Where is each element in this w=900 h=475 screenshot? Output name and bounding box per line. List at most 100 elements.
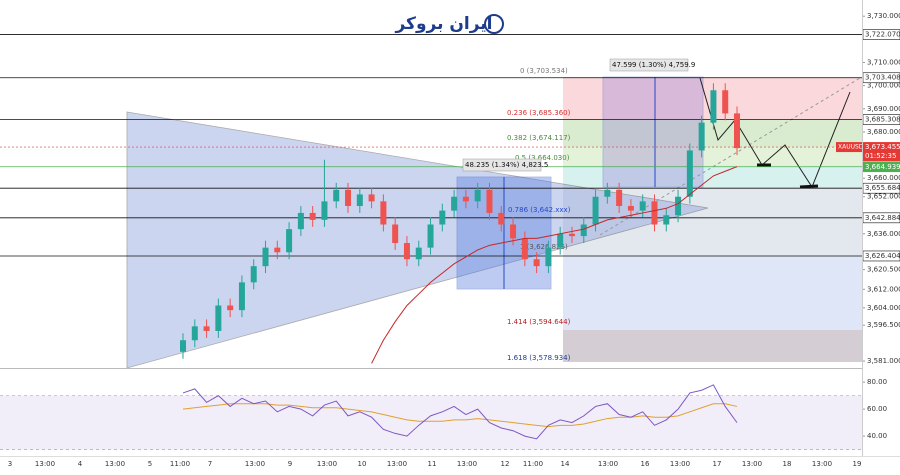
x-tick-label: 9 <box>288 460 292 468</box>
candle-body <box>262 247 269 267</box>
candle-body <box>380 201 387 225</box>
x-tick-label: 11:00 <box>170 460 190 468</box>
candle-body <box>403 243 410 260</box>
candle-body <box>710 90 717 123</box>
candle-body <box>510 224 517 239</box>
fib-label: 0.786 (3,642.xxx) <box>508 206 571 214</box>
level-label: 3,685.308 <box>865 116 900 124</box>
x-tick-label: 11 <box>428 460 437 468</box>
price-axis-border <box>862 0 863 456</box>
candle-body <box>580 224 587 237</box>
fib-zone <box>563 147 862 165</box>
candle-body <box>521 238 528 260</box>
rsi-tick-label: 60.00 <box>867 405 887 413</box>
candle-body <box>604 189 611 197</box>
x-tick-label: 13:00 <box>35 460 55 468</box>
pane-separator <box>0 368 862 369</box>
fib-label: 1.414 (3,594.644) <box>507 318 571 326</box>
measure-box <box>602 76 704 188</box>
y-tick-label: 3,581.000 <box>867 357 900 365</box>
candle-body <box>486 189 493 213</box>
y-tick-label: 3,652.000 <box>867 193 900 201</box>
x-tick-label: 19 <box>853 460 862 468</box>
fib-label: 1 (3,626.825) <box>520 243 568 251</box>
fib-label: 1.618 (3,578.934) <box>507 354 571 362</box>
logo: ایران بروکر <box>394 14 504 34</box>
fib-zone <box>563 330 862 362</box>
level-label: 3,655.684 <box>865 184 900 192</box>
candle-body <box>439 210 446 225</box>
candle-body <box>722 90 729 114</box>
candle-body <box>616 189 623 206</box>
x-tick-label: 17 <box>713 460 722 468</box>
last-price-label: 3,673.455 <box>865 143 900 151</box>
candle-body <box>309 212 316 220</box>
y-tick-label: 3,636.000 <box>867 230 900 238</box>
candle-body <box>498 212 505 225</box>
y-tick-label: 3,690.000 <box>867 105 900 113</box>
candle-body <box>238 282 245 311</box>
y-tick-label: 3,596.500 <box>867 321 900 329</box>
candle-body <box>203 326 210 331</box>
rsi-tick-label: 40.00 <box>867 432 887 440</box>
x-tick-label: 11:00 <box>523 460 543 468</box>
candle-body <box>474 189 481 202</box>
candle-body <box>568 233 575 237</box>
candle-body <box>215 305 222 331</box>
candle-body <box>356 194 363 206</box>
candle-body <box>415 247 422 260</box>
fib-label: 0 (3,703.534) <box>520 67 568 75</box>
target-mark <box>799 184 819 189</box>
candle-body <box>675 196 682 216</box>
rsi-ma <box>182 403 738 428</box>
candle-body <box>545 247 552 267</box>
candle-body <box>651 201 658 225</box>
x-tick-label: 13:00 <box>742 460 762 468</box>
candle-body <box>368 194 375 202</box>
brand: ایران بروکر <box>394 14 492 34</box>
x-tick-label: 13:00 <box>387 460 407 468</box>
candle-body <box>627 205 634 211</box>
logo-icon <box>484 14 504 34</box>
y-tick-label: 3,710.000 <box>867 58 900 66</box>
y-tick-label: 3,660.000 <box>867 174 900 182</box>
candle-body <box>180 340 186 352</box>
x-tick-label: 4 <box>78 460 83 468</box>
x-tick-label: 5 <box>148 460 152 468</box>
fib-label: 0.236 (3,685.360) <box>507 109 571 117</box>
x-tick-label: 13:00 <box>598 460 618 468</box>
x-tick-label: 7 <box>208 460 212 468</box>
candle-body <box>663 215 670 225</box>
x-tick-label: 13:00 <box>670 460 690 468</box>
fib-zone <box>563 187 862 255</box>
candle-body <box>297 212 304 230</box>
y-tick-label: 3,700.000 <box>867 82 900 90</box>
symbol: XAUUSD <box>838 144 864 151</box>
candle-body <box>427 224 434 248</box>
candle-body <box>734 113 740 149</box>
x-tick-label: 13:00 <box>317 460 337 468</box>
measure-label: 48.235 (1.34%) 4,823.5 <box>465 161 548 169</box>
candle-body <box>321 201 328 220</box>
candle-body <box>345 189 352 206</box>
candle-body <box>333 189 340 202</box>
x-tick-label: 12 <box>501 460 510 468</box>
candle-body <box>392 224 399 244</box>
x-tick-label: 13:00 <box>245 460 265 468</box>
candle-body <box>227 305 234 311</box>
level-label: 3,626.404 <box>865 252 900 260</box>
countdown: 01:52:35 <box>865 152 896 160</box>
level-label: 3,664.939 <box>865 163 900 171</box>
candle-body <box>250 266 257 283</box>
drawings <box>126 76 862 369</box>
y-tick-label: 3,612.000 <box>867 285 900 293</box>
fib-label: 0.382 (3,674.117) <box>507 134 571 142</box>
candle-body <box>557 233 564 248</box>
y-tick-label: 3,680.000 <box>867 128 900 136</box>
candle-body <box>274 247 281 253</box>
candle-body <box>639 201 646 211</box>
x-tick-label: 13:00 <box>812 460 832 468</box>
y-tick-label: 3,620.500 <box>867 266 900 274</box>
triangle-pattern <box>126 111 709 369</box>
